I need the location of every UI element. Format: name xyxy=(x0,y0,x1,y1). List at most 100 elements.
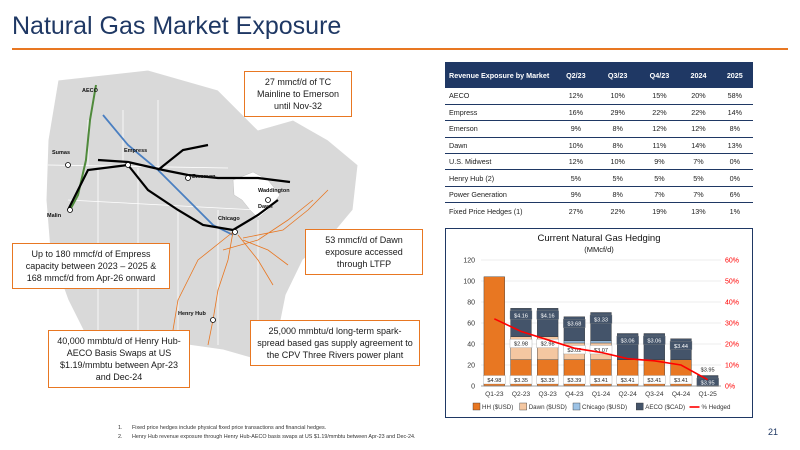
exposure-cell: 20% xyxy=(680,88,717,105)
x-axis-tick-label: Q2-23 xyxy=(512,391,531,398)
x-axis-tick-label: Q4-23 xyxy=(565,391,584,398)
legend-swatch xyxy=(572,402,581,411)
bar-data-label: $3.07 xyxy=(594,348,608,354)
green-pipeline xyxy=(69,84,97,211)
exposure-cell: 16% xyxy=(555,104,597,122)
footnote-2: 2. Henry Hub revenue exposure through Hen… xyxy=(118,434,416,440)
hub-dot-dawn xyxy=(265,197,271,203)
table-header-cell: Q4/23 xyxy=(638,62,681,88)
x-axis-tick-label: Q4-24 xyxy=(672,391,691,398)
table-row: Henry Hub (2) 5% 5% 5% 5% 0% xyxy=(445,169,753,187)
table-header-cell: Q2/23 xyxy=(555,62,597,88)
exposure-cell: 11% xyxy=(638,137,681,155)
bar-data-label: $3.33 xyxy=(594,318,608,324)
exposure-cell: 8% xyxy=(596,120,639,138)
bar-data-label-box xyxy=(643,375,666,385)
exposure-cell: 5% xyxy=(555,169,597,187)
y-axis-tick-label: 40 xyxy=(467,342,475,349)
bar-data-label: $4.16 xyxy=(541,313,555,319)
exposure-cell: 58% xyxy=(716,88,753,105)
hub-dot-emerson xyxy=(185,175,191,181)
revenue-exposure-table: Revenue Exposure by Market Q2/23 Q3/23 Q… xyxy=(445,62,753,219)
orange-pipeline xyxy=(172,189,329,346)
legend-swatch xyxy=(472,402,481,411)
bar-data-label-box xyxy=(509,310,533,320)
y-axis-tick-label: 0 xyxy=(471,384,475,391)
bar-data-label-box xyxy=(509,339,533,348)
exposure-cell: 9% xyxy=(638,153,681,171)
exposure-cell: 7% xyxy=(638,186,681,204)
bar-data-label: $3.02 xyxy=(567,348,581,354)
market-name-cell: U.S. Midwest xyxy=(445,153,555,171)
map-label-chicago: Chicago xyxy=(218,216,240,222)
table-header-cell: 2024 xyxy=(680,62,717,88)
callout-empress: Up to 180 mmcf/d of Empress capacity bet… xyxy=(12,243,170,289)
bar-data-label-box xyxy=(616,335,639,345)
chart-title: Current Natural Gas Hedging xyxy=(537,233,660,244)
chart-subtitle: (MMcf/d) xyxy=(584,245,614,254)
legend-label: Dawn ($USD) xyxy=(529,404,567,411)
exposure-cell: 15% xyxy=(638,88,681,105)
hub-dot-sumas xyxy=(65,162,71,168)
legend-label: Chicago ($USD) xyxy=(582,404,627,411)
bar-chicago-usd- xyxy=(590,340,612,344)
exposure-cell: 14% xyxy=(716,104,753,122)
bar-data-label: $3.41 xyxy=(594,378,608,384)
y2-axis-tick-label: 30% xyxy=(725,321,739,328)
exposure-cell: 10% xyxy=(555,137,597,155)
market-name-cell: Emerson xyxy=(445,120,555,138)
bar-data-label: $3.41 xyxy=(674,378,688,384)
x-axis-tick-label: Q3-24 xyxy=(645,391,664,398)
bar-data-label: $3.95 xyxy=(701,381,715,387)
table-row: Fixed Price Hedges (1) 27% 22% 19% 13% 1% xyxy=(445,203,753,219)
table-header-row: Revenue Exposure by Market Q2/23 Q3/23 Q… xyxy=(445,62,753,88)
y-axis-tick-label: 80 xyxy=(467,300,475,307)
exposure-cell: 13% xyxy=(691,206,706,216)
hedging-chart: Current Natural Gas Hedging(MMcf/d) 0 20 40… xyxy=(463,233,739,411)
hub-dot-empress xyxy=(125,162,131,168)
table-row: U.S. Midwest 12% 10% 9% 7% 0% xyxy=(445,153,753,171)
hub-dot-malin xyxy=(67,207,73,213)
y2-axis-tick-label: 60% xyxy=(725,258,739,265)
exposure-cell: 8% xyxy=(716,120,753,138)
table-row: Dawn 10% 8% 11% 14% 13% xyxy=(445,137,753,155)
bar-data-label-box xyxy=(589,345,613,355)
bar-data-label-box xyxy=(536,310,559,320)
bar-data-label-box xyxy=(563,319,586,328)
exposure-cell: 0% xyxy=(716,153,753,171)
market-name-cell: Fixed Price Hedges (1) xyxy=(449,206,523,216)
y2-axis-tick-label: 10% xyxy=(725,363,739,370)
bar-data-label-box xyxy=(669,341,693,350)
black-pipeline xyxy=(67,143,291,232)
market-name-cell: Power Generation xyxy=(445,186,555,204)
page-number: 21 xyxy=(767,427,778,437)
bar-data-label-box xyxy=(563,375,586,385)
y2-axis-tick-label: 40% xyxy=(725,300,739,307)
table-row: Emerson 9% 8% 12% 12% 8% xyxy=(445,120,753,138)
exposure-cell: 13% xyxy=(716,137,753,155)
exposure-cell: 5% xyxy=(638,169,681,187)
exposure-cell: 0% xyxy=(716,169,753,187)
callout-dawn: 53 mmcf/d of Dawn exposure accessed thro… xyxy=(305,229,423,275)
legend-label: % Hedged xyxy=(702,404,731,411)
x-axis-tick-label: Q1-25 xyxy=(699,391,718,398)
bar-data-label-box xyxy=(669,375,693,385)
map-label-waddington: Waddington xyxy=(258,188,290,194)
bar-data-label: $4.98 xyxy=(487,378,501,384)
bar-data-label-box xyxy=(536,375,559,385)
bar-hh-usd- xyxy=(483,276,505,387)
exposure-cell: 22% xyxy=(680,104,717,122)
exposure-cell: 22% xyxy=(638,104,681,122)
exposure-cell: 5% xyxy=(680,169,717,187)
y-axis-tick-label: 60 xyxy=(467,321,475,328)
legend-label: HH ($USD) xyxy=(482,404,513,411)
hedging-chart-frame xyxy=(445,228,753,418)
map-label-malin: Malin xyxy=(47,213,62,219)
table-row: Power Generation 9% 8% 7% 7% 6% xyxy=(445,186,753,204)
bar-chicago-usd- xyxy=(563,340,585,344)
table-header-cell: 2025 xyxy=(716,62,753,88)
pipeline-map xyxy=(45,69,359,381)
bar-data-label: $3.41 xyxy=(621,378,635,384)
bar-data-label: $3.39 xyxy=(567,378,581,384)
y-axis-tick-label: 100 xyxy=(463,279,475,286)
